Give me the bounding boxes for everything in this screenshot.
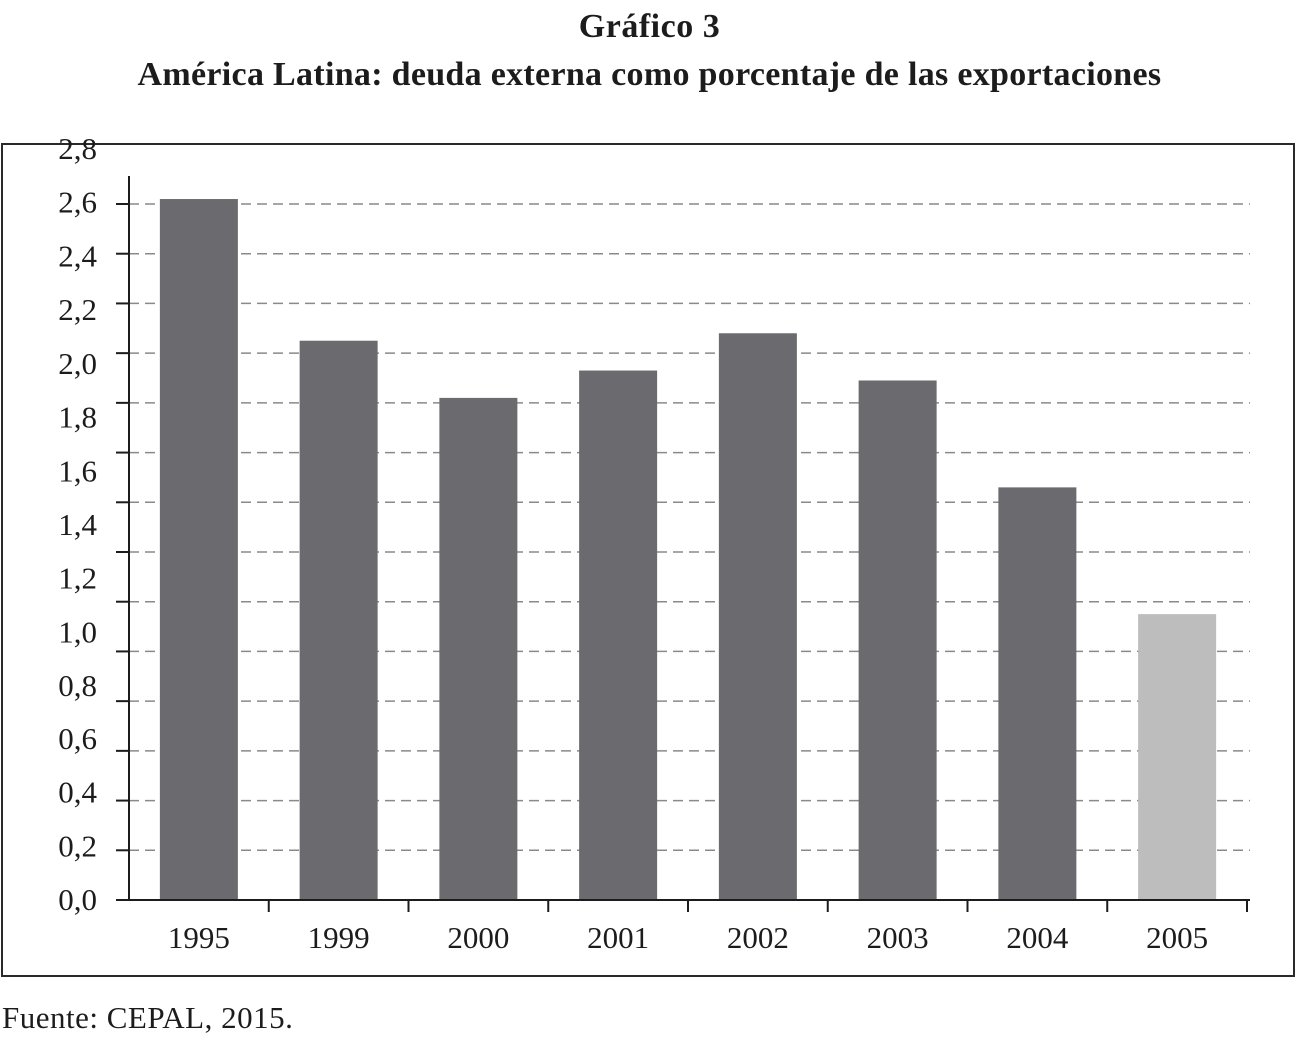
bar-2002 [718,333,797,900]
x-tick-label: 1995 [168,920,230,955]
x-tick-label: 2002 [727,920,789,955]
x-tick-label: 2004 [1006,920,1069,955]
y-tick-label: 1,8 [58,400,97,435]
bars [159,199,1217,900]
source-note: Fuente: CEPAL, 2015. [2,1000,294,1035]
y-tick-label: 1,4 [58,507,97,542]
figure-number: Gráfico 3 [578,8,721,45]
y-tick-label: 2,4 [58,238,97,273]
x-tick-label: 2005 [1146,920,1208,955]
chart-title: América Latina: deuda externa como porce… [137,56,1162,93]
y-tick-label: 1,2 [58,561,97,596]
bar-2005 [1138,614,1217,900]
bar-2001 [579,370,658,900]
y-tick-label: 2,2 [58,292,97,327]
gridlines [129,203,1250,852]
x-tick-label: 2000 [447,920,509,955]
y-tick-label: 2,6 [58,185,97,220]
y-tick-label: 2,0 [58,346,97,381]
x-tick-label: 1999 [308,920,370,955]
y-tick-label: 0,6 [58,721,97,756]
x-tick-label: 2001 [587,920,649,955]
bar-1995 [159,199,238,900]
bar-2000 [439,397,518,900]
bar-2003 [858,380,937,900]
y-tick-label: 0,8 [58,668,97,703]
bar-chart: 0,0 0,2 0,4 0,6 0,8 1,0 1,2 1,4 1,6 1,8 2,0 2,2 2,4 2… [58,131,1250,955]
bar-1999 [299,340,378,900]
y-tick-label: 2,8 [58,131,97,166]
bar-2004 [998,487,1077,900]
y-tick-label: 1,0 [58,614,97,649]
y-tick-label: 0,2 [58,828,97,863]
x-tick-label: 2003 [867,920,929,955]
x-ticks: 1995 1999 2000 2001 2002 2003 2004 2005 [168,900,1248,955]
y-tick-label: 0,0 [58,882,97,917]
chart-frame [1,143,1295,977]
y-tick-label: 1,6 [58,453,97,488]
y-tick-label: 0,4 [58,775,97,810]
y-ticks: 0,0 0,2 0,4 0,6 0,8 1,0 1,2 1,4 1,6 1,8 2,0 2,2 2,4 2… [58,131,129,917]
axes [116,176,1250,901]
